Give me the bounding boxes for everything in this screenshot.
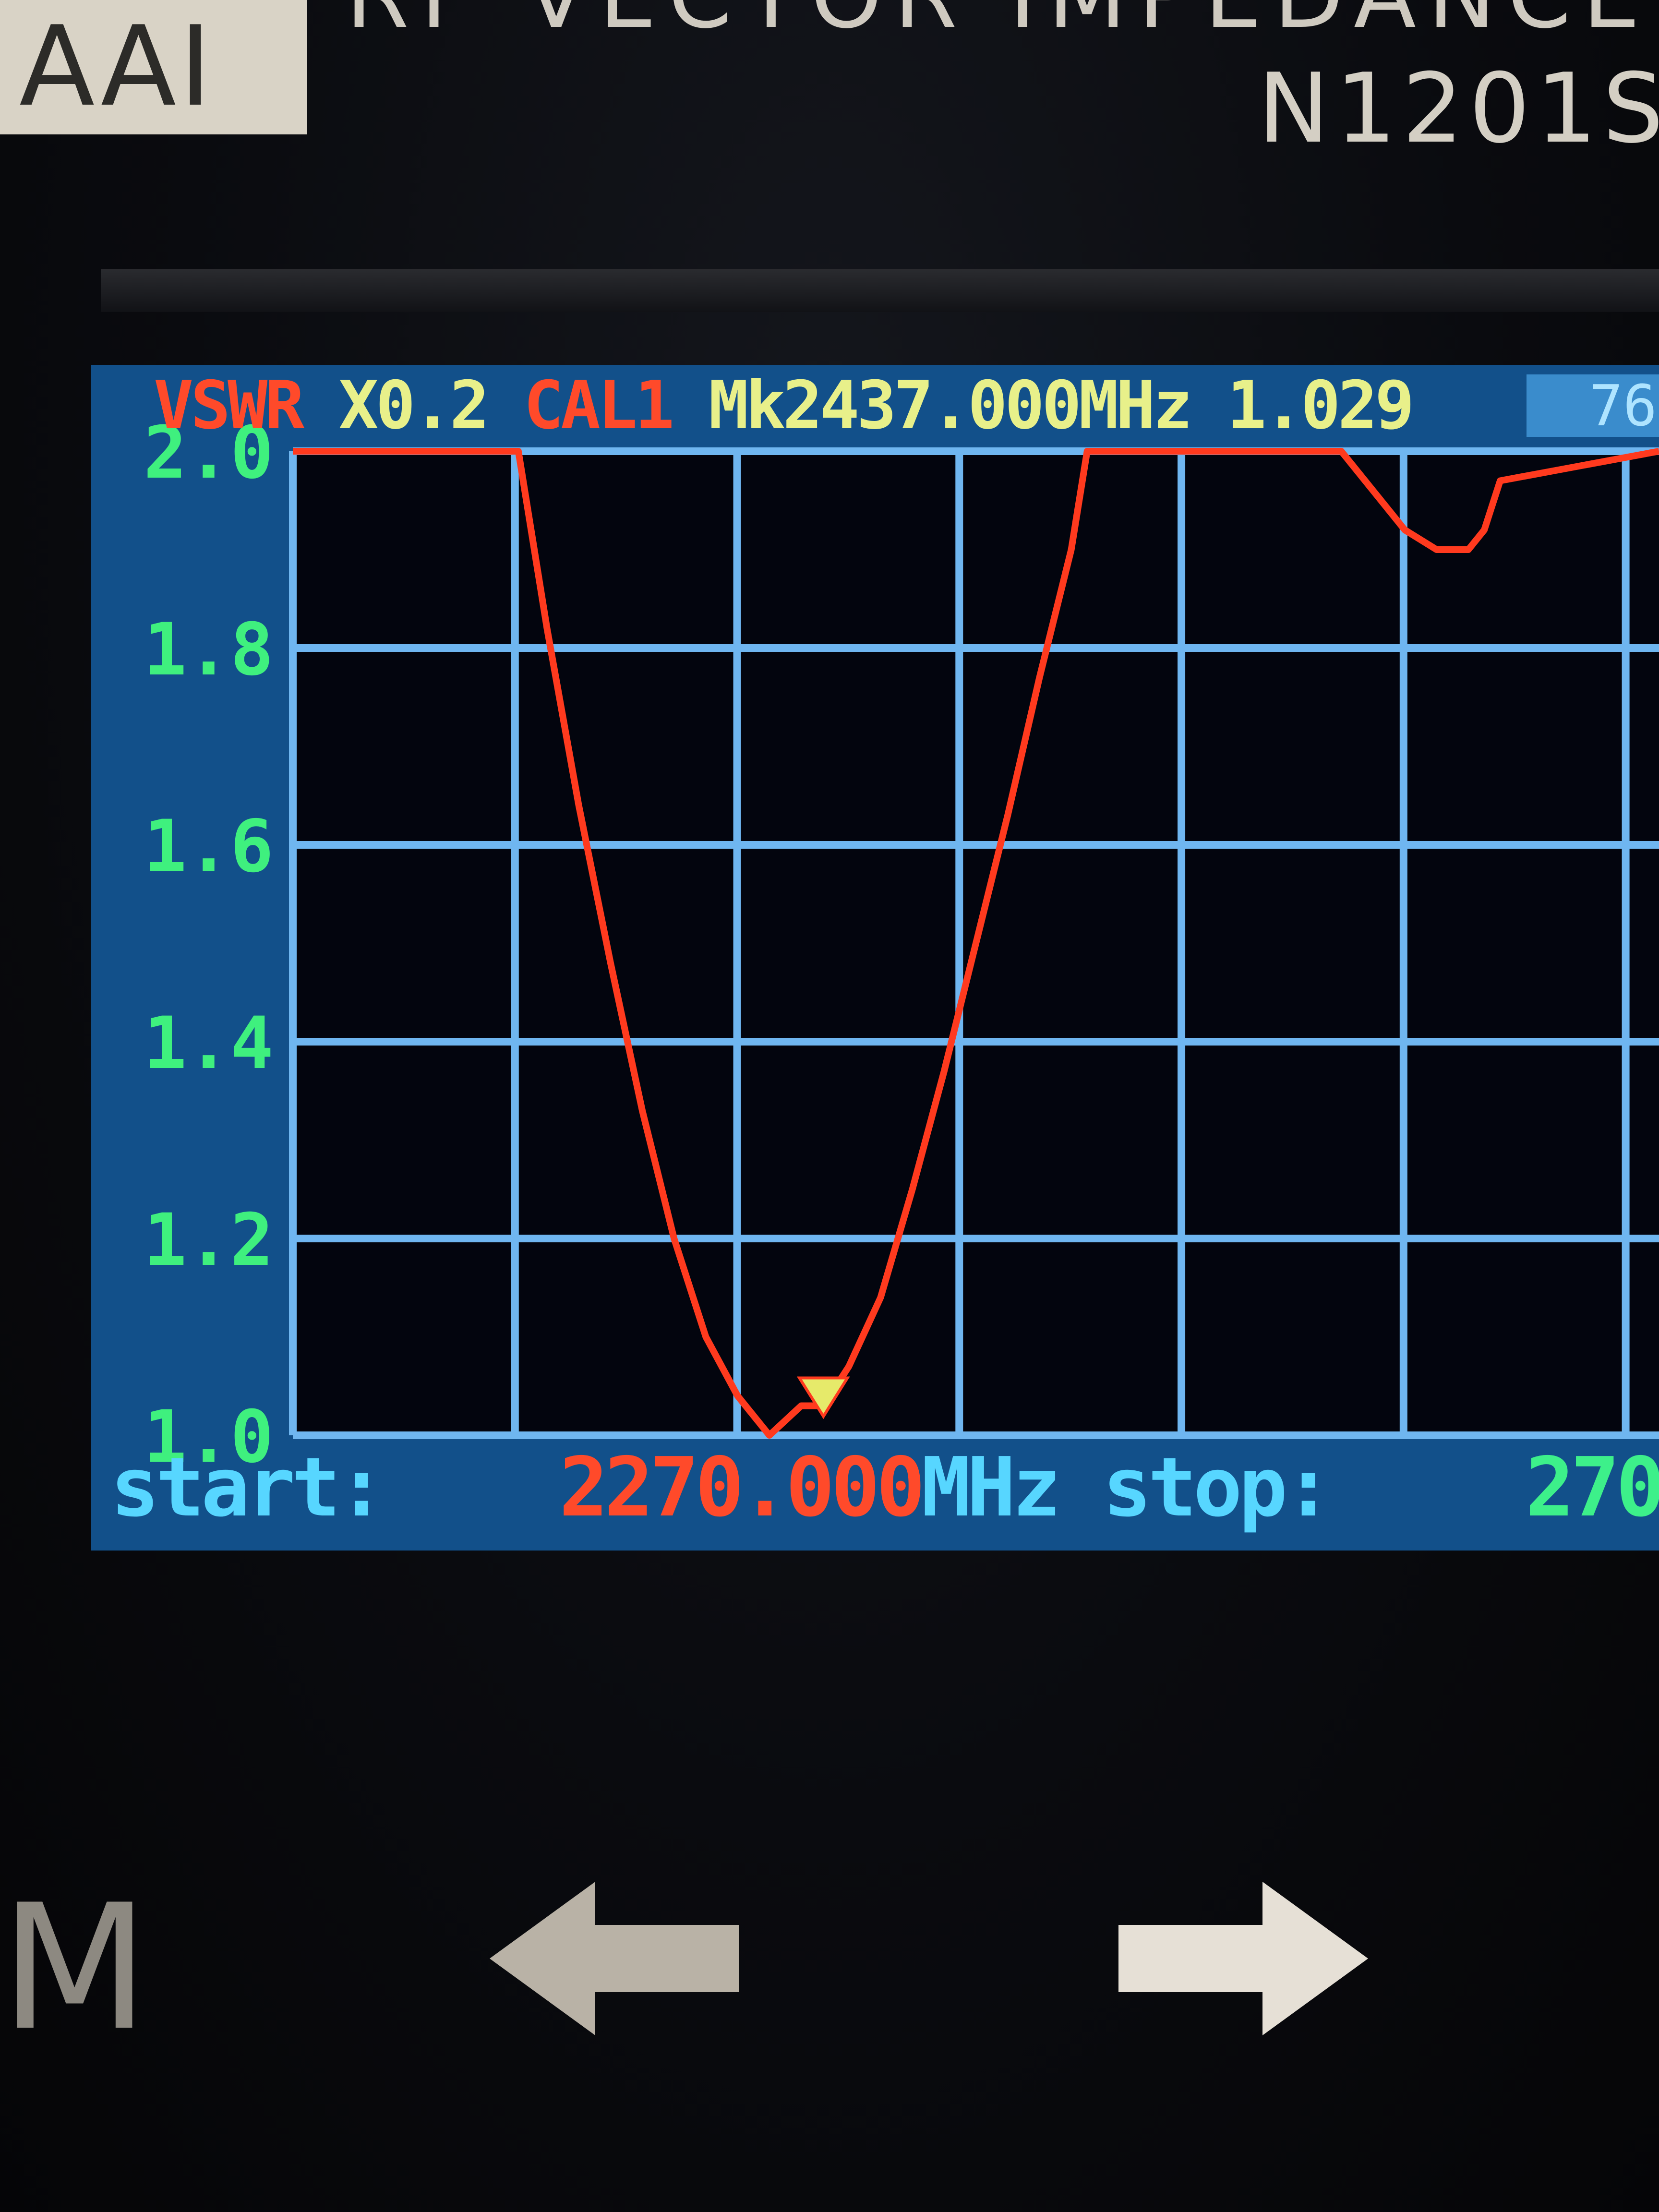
marker-value: 1.029 — [1227, 367, 1412, 444]
lcd-screen: 2.0 1.8 1.6 1.4 1.2 1.0 VSWR X0.2 CAL1 Mk2437… — [91, 365, 1659, 1551]
marker-frequency: Mk2437.000MHz — [709, 367, 1190, 444]
start-value: 2270.000 — [559, 1440, 922, 1535]
y-tick-label: 1.6 — [144, 805, 274, 889]
y-tick-label: 1.4 — [144, 1002, 274, 1085]
status-bar: VSWR X0.2 CAL1 Mk2437.000MHz 1.029 — [154, 365, 1412, 446]
sweep-range: start: 2270.000MHz stop: 2700.000 — [110, 1440, 1659, 1535]
navigation-buttons — [0, 1872, 1659, 2064]
bezel-edge — [101, 269, 1659, 312]
y-tick-label: 1.2 — [144, 1199, 274, 1282]
brand-logo-text: AAI — [19, 3, 215, 131]
cal-label: CAL1 — [524, 367, 672, 444]
brand-logo-plate: AAI — [0, 0, 307, 134]
y-tick-label: 1.8 — [144, 608, 274, 692]
stop-label: stop: — [1103, 1440, 1329, 1535]
left-arrow-icon — [490, 1872, 739, 2045]
status-badge: 76 — [1527, 374, 1659, 437]
parameter-label: VSWR — [154, 367, 301, 444]
stop-value: 2700.000 — [1525, 1440, 1659, 1535]
start-label: start: — [110, 1440, 382, 1535]
model-number: N1201SA — [1258, 53, 1659, 165]
left-arrow-button[interactable] — [490, 1872, 739, 2045]
device-title: RF VECTOR IMPEDANCE ANA — [346, 0, 1659, 48]
start-unit: MHz — [922, 1440, 1058, 1535]
right-arrow-icon — [1118, 1872, 1368, 2045]
right-arrow-button[interactable] — [1118, 1872, 1368, 2045]
scale-label: X0.2 — [338, 367, 486, 444]
vswr-plot: 2.01.81.61.41.21.0 — [91, 365, 1659, 1551]
